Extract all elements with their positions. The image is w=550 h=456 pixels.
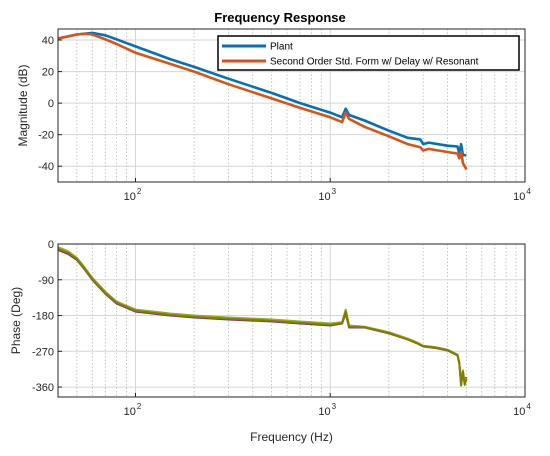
magnitude-axes-box <box>57 28 526 183</box>
magnitude-legend: Plant Second Order Std. Form w/ Delay w/… <box>217 35 520 71</box>
phase-axes-box <box>57 243 526 398</box>
legend-label-model: Second Order Std. Form w/ Delay w/ Reson… <box>270 57 479 68</box>
phase-y-tick-label: -90 <box>38 275 54 287</box>
phase-y-tick-label: -360 <box>32 382 54 394</box>
chart-title: Frequency Response <box>214 10 346 25</box>
magnitude-y-tick-label: 0 <box>48 98 54 110</box>
magnitude-y-ticks: 40 20 0 -20 -40 <box>38 35 62 173</box>
phase-axes: 0-90-180-270-360 102 103 104 Phase (Deg) F… <box>9 239 531 444</box>
phase-y-tick-label: -270 <box>32 346 54 358</box>
phase-y-tick-label: 0 <box>48 239 54 251</box>
phase-x-axis-label: Frequency (Hz) <box>250 430 333 444</box>
magnitude-series-line-0 <box>57 31 467 157</box>
legend-label-plant: Plant <box>270 42 293 53</box>
phase-series <box>57 246 468 387</box>
magnitude-y-tick-label: 20 <box>42 67 54 79</box>
phase-y-axis-label: Phase (Deg) <box>9 287 23 354</box>
magnitude-y-tick-label: -40 <box>38 161 54 173</box>
magnitude-y-tick-label: -20 <box>38 130 54 142</box>
phase-y-tick-label: -180 <box>32 311 54 323</box>
magnitude-series <box>57 31 468 171</box>
magnitude-y-tick-label: 40 <box>42 35 54 47</box>
phase-series-line-3 <box>57 247 468 387</box>
legend-box <box>217 35 520 71</box>
magnitude-y-axis-label: Magnitude (dB) <box>16 64 30 146</box>
magnitude-series-line-1 <box>57 32 468 171</box>
phase-y-ticks: 0 -90 -180 -270 -360 <box>32 239 62 394</box>
